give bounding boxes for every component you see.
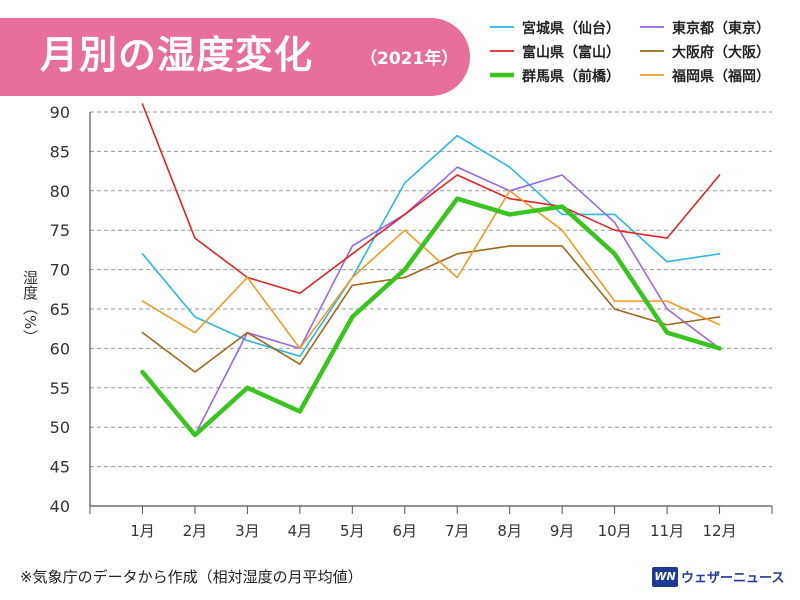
legend-label: 福岡県（福岡） bbox=[671, 68, 770, 85]
x-tick-label: 3月 bbox=[235, 522, 260, 540]
y-tick-label: 70 bbox=[50, 261, 70, 280]
y-tick-label: 90 bbox=[50, 103, 70, 122]
series-line bbox=[141, 245, 721, 373]
title-banner bbox=[0, 18, 470, 96]
chart-title: 月別の湿度変化 bbox=[40, 33, 314, 77]
y-tick-label: 65 bbox=[50, 300, 70, 319]
legend-label: 東京都（東京） bbox=[672, 20, 770, 37]
series-line bbox=[140, 196, 722, 438]
source-footnote: ※気象庁のデータから作成（相対湿度の月平均値） bbox=[20, 568, 363, 586]
x-tick-label: 2月 bbox=[183, 522, 208, 540]
y-axis-label: 湿度（%） bbox=[21, 270, 39, 344]
x-tick-label: 12月 bbox=[702, 522, 736, 540]
y-tick-label: 75 bbox=[50, 221, 70, 240]
x-tick-label: 1月 bbox=[130, 522, 155, 540]
x-tick-label: 4月 bbox=[288, 522, 313, 540]
legend-label: 大阪府（大阪） bbox=[672, 44, 770, 61]
x-tick-label: 8月 bbox=[497, 522, 522, 540]
brand: WN ウェザーニュース bbox=[652, 566, 784, 587]
x-tick-label: 5月 bbox=[340, 522, 365, 540]
axes: 40 45 50 55 60 65 70 75 80 85 90 1月 2月 3月 4月 5月 6月 7月 8月 9月… bbox=[21, 103, 773, 540]
series-line bbox=[141, 190, 721, 350]
legend-label: 宮城県（仙台） bbox=[522, 20, 620, 37]
brand-logo-icon: WN bbox=[652, 566, 678, 587]
chart-subtitle: （2021年） bbox=[360, 49, 459, 69]
legend: 宮城県（仙台） 東京都（東京） 富山県（富山） 大阪府（大阪） 群馬県（前橋） 福岡県（福… bbox=[490, 20, 770, 85]
series-line bbox=[141, 103, 721, 295]
legend-label: 富山県（富山） bbox=[522, 44, 620, 61]
x-tick-label: 9月 bbox=[550, 522, 575, 540]
x-tick-label: 6月 bbox=[392, 522, 417, 540]
y-tick-label: 55 bbox=[50, 379, 70, 398]
series-lines bbox=[140, 103, 722, 438]
y-tick-label: 45 bbox=[50, 458, 70, 477]
x-tick-label: 7月 bbox=[445, 522, 470, 540]
series-line bbox=[141, 166, 721, 436]
x-tick-label: 10月 bbox=[598, 522, 632, 540]
x-tick-label: 11月 bbox=[650, 522, 684, 540]
series-line bbox=[141, 134, 721, 358]
y-tick-label: 60 bbox=[50, 339, 70, 358]
grid-lines bbox=[90, 111, 772, 468]
y-tick-label: 40 bbox=[50, 497, 70, 516]
y-tick-label: 80 bbox=[50, 182, 70, 201]
y-tick-label: 50 bbox=[50, 418, 70, 437]
legend-label: 群馬県（前橋） bbox=[521, 68, 620, 85]
brand-name: ウェザーニュース bbox=[681, 571, 785, 586]
y-tick-label: 85 bbox=[50, 142, 70, 161]
